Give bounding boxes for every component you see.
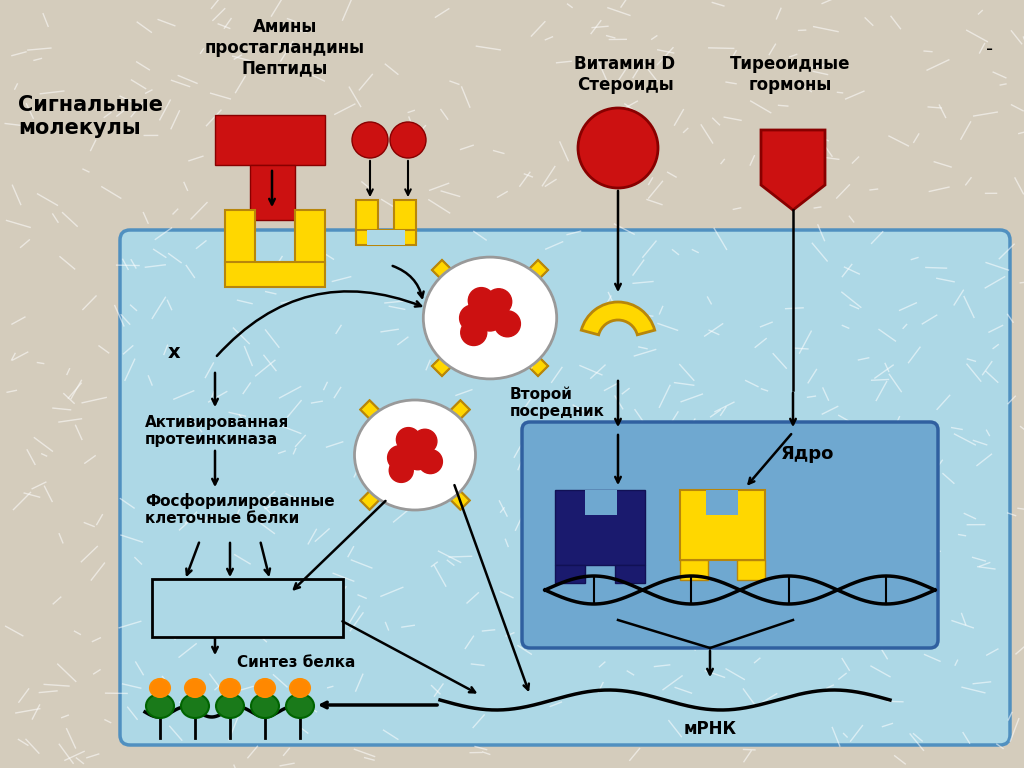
Bar [356,200,378,240]
Circle shape [578,108,658,188]
Circle shape [460,305,485,331]
Wedge shape [582,302,654,335]
Bar [555,565,585,583]
Circle shape [485,289,512,315]
Text: x: x [168,343,180,362]
Bar [432,260,462,290]
Bar [518,260,548,290]
Bar [215,115,325,165]
Text: Тиреоидные
гормоны: Тиреоидные гормоны [730,55,850,94]
Bar [518,260,548,290]
Ellipse shape [423,257,557,379]
Bar [555,490,645,565]
Circle shape [495,311,520,337]
Text: Фосфорилированные
клеточные белки: Фосфорилированные клеточные белки [145,493,335,526]
Ellipse shape [255,679,275,697]
FancyBboxPatch shape [120,230,1010,745]
Circle shape [390,122,426,158]
Bar [432,260,462,290]
Circle shape [413,429,437,453]
Ellipse shape [251,694,279,718]
Circle shape [468,287,495,313]
Bar [615,565,645,583]
Bar [737,560,765,580]
Text: Второй
посредник: Второй посредник [510,386,605,419]
Bar [225,262,325,287]
Text: Активированная
протеинкиназа: Активированная протеинкиназа [145,415,289,448]
Bar [394,200,416,240]
Bar [442,400,470,428]
Ellipse shape [290,679,310,697]
Circle shape [477,305,503,331]
Bar [295,210,325,265]
Text: мРНК: мРНК [683,720,736,738]
Bar [706,490,738,515]
Circle shape [419,449,442,474]
Bar [360,400,388,428]
Text: Сигнальные
молекулы: Сигнальные молекулы [18,95,163,138]
Text: Ядро: Ядро [781,445,835,463]
Ellipse shape [185,679,205,697]
Bar [518,346,548,376]
Bar [442,400,470,428]
Ellipse shape [146,694,174,718]
Bar [432,346,462,376]
Circle shape [406,445,430,470]
Circle shape [461,319,486,346]
Bar [442,482,470,510]
Text: -: - [986,40,993,59]
Ellipse shape [150,679,170,697]
Bar [432,346,462,376]
Bar [518,346,548,376]
Ellipse shape [354,400,475,510]
Bar [360,482,388,510]
Text: Биологическое
действие: Биологическое действие [181,591,314,623]
Bar [680,560,708,580]
Bar [585,490,617,515]
FancyBboxPatch shape [152,579,343,637]
Text: Витамин D
Стероиды: Витамин D Стероиды [574,55,676,94]
Bar [356,230,416,245]
Text: Амины
простагландины
Пептиды: Амины простагландины Пептиды [205,18,366,78]
Bar [442,482,470,510]
Text: Синтез белка: Синтез белка [237,655,355,670]
Ellipse shape [220,679,240,697]
Circle shape [389,458,414,482]
Ellipse shape [286,694,314,718]
Bar [360,400,388,428]
Ellipse shape [216,694,244,718]
Bar [367,230,406,245]
Circle shape [388,445,412,470]
Polygon shape [761,130,825,210]
Bar [360,482,388,510]
Circle shape [352,122,388,158]
Ellipse shape [181,694,209,718]
FancyBboxPatch shape [522,422,938,648]
Bar [680,490,765,560]
Circle shape [396,428,421,452]
Bar [250,165,295,220]
Bar [225,210,255,265]
